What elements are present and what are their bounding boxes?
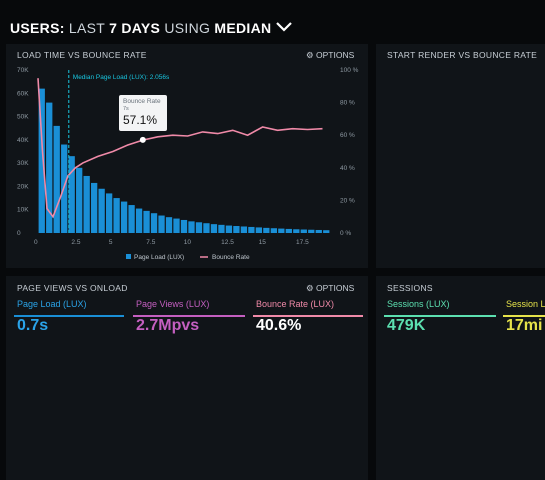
header-using: USING [164,20,211,36]
header-range: 7 DAYS [109,20,161,36]
load-panel-title: LOAD TIME VS BOUNCE RATE [17,50,147,60]
chevron-down-icon[interactable] [275,22,292,32]
tooltip-value: 57.1% [123,113,158,127]
metric-value-session-length: 17mi [506,317,543,334]
metric-value-load: 0.7s [17,317,49,334]
header-last: LAST [68,20,105,36]
tooltip-sub: 7s [123,106,129,112]
views-options-button[interactable]: ⚙ OPTIONS [306,283,354,294]
metric-underline-bounce [253,315,363,317]
dashboard-header[interactable]: USERS: LAST 7 DAYS USING MEDIAN [10,20,292,36]
views-panel-title: PAGE VIEWS VS ONLOAD [17,283,128,293]
views-options-label: OPTIONS [316,283,355,293]
header-metric: MEDIAN [214,20,272,36]
metric-label-session-length: Session Le [506,299,545,309]
metric-label-sessions: Sessions (LUX) [387,299,450,309]
load-time-panel [6,44,368,268]
load-options-label: OPTIONS [316,50,355,60]
gear-icon: ⚙ [306,283,314,293]
metric-label-views: Page Views (LUX) [136,299,210,309]
sessions-panel [376,276,545,480]
metric-label-load: Page Load (LUX) [17,299,87,309]
start-render-panel [376,44,545,268]
tooltip-label: Bounce Rate [123,98,161,105]
render-panel-title: START RENDER VS BOUNCE RATE [387,50,538,60]
bounce-tooltip: Bounce Rate 7s 57.1% [119,95,167,131]
metric-value-views: 2.7Mpvs [136,317,200,334]
load-options-button[interactable]: ⚙ OPTIONS [306,50,354,61]
metric-underline-load [14,315,124,317]
metric-label-bounce: Bounce Rate (LUX) [256,299,335,309]
page-views-panel [6,276,368,480]
gear-icon: ⚙ [306,50,314,60]
sessions-panel-title: SESSIONS [387,283,433,293]
metric-underline-views [133,315,245,317]
metric-value-bounce: 40.6% [256,317,302,334]
metric-underline-sessions [384,315,496,317]
header-users: USERS: [10,20,65,36]
metric-underline-session-length [503,315,545,317]
metric-value-sessions: 479K [387,317,426,334]
